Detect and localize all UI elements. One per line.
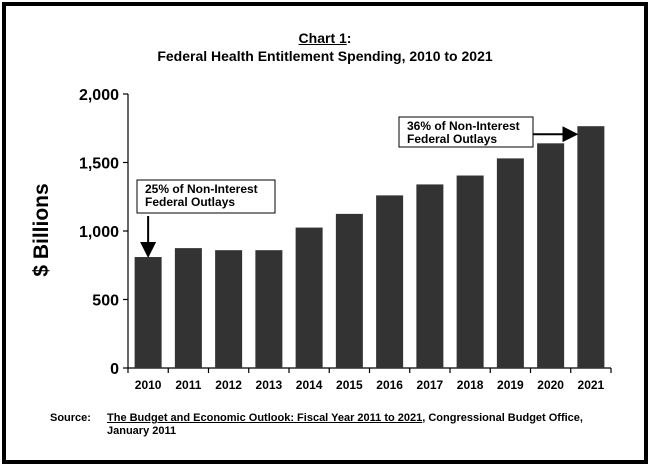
x-tick-label: 2016 — [376, 378, 403, 392]
bar — [134, 257, 162, 368]
x-tick-label: 2017 — [417, 378, 444, 392]
x-tick-label: 2018 — [457, 378, 484, 392]
bar — [577, 126, 605, 368]
annotation-2021-box — [398, 116, 534, 148]
chart-title-prefix: Chart 1 — [298, 30, 347, 46]
y-tick-label: 0 — [110, 361, 119, 378]
bar — [537, 143, 565, 368]
chart-subtitle: Federal Health Entitlement Spending, 201… — [157, 48, 493, 64]
source-text: The Budget and Economic Outlook: Fiscal … — [107, 412, 607, 438]
bar — [376, 195, 404, 368]
bar — [335, 213, 363, 368]
annotation-2021-label: 36% of Non-Interest — [407, 119, 520, 133]
annotation-2010-label: 25% of Non-Interest — [145, 182, 258, 196]
source-label: Source: — [50, 412, 91, 424]
bar — [456, 175, 484, 368]
bar — [174, 248, 202, 368]
y-tick-label: 2,000 — [79, 87, 119, 104]
x-tick-label: 2010 — [135, 378, 162, 392]
chart-title: Chart 1: — [0, 30, 650, 46]
annotation-2021-label: Federal Outlays — [407, 132, 497, 146]
source-publisher: , Congressional Budget Office, — [422, 412, 583, 424]
x-tick-label: 2019 — [497, 378, 524, 392]
bar — [255, 250, 283, 368]
bar — [295, 227, 323, 368]
bar — [215, 250, 243, 368]
x-tick-label: 2011 — [175, 378, 201, 392]
y-tick-label: 1,000 — [79, 224, 119, 241]
annotation-2010-box — [136, 179, 276, 214]
x-tick-label: 2015 — [336, 378, 363, 392]
annotation-2010-label: Federal Outlays — [145, 195, 235, 209]
source-date: January 2011 — [107, 425, 177, 437]
source-book-title: The Budget and Economic Outlook: Fiscal … — [107, 412, 423, 424]
x-tick-label: 2013 — [256, 378, 283, 392]
x-tick-label: 2020 — [537, 378, 564, 392]
x-tick-label: 2021 — [578, 378, 605, 392]
y-tick-label: 500 — [92, 293, 119, 310]
bar — [496, 158, 524, 368]
x-tick-label: 2014 — [296, 378, 323, 392]
x-tick-label: 2012 — [215, 378, 242, 392]
y-tick-label: 1,500 — [79, 156, 119, 173]
chart-title-colon: : — [346, 30, 352, 46]
bar — [416, 184, 444, 368]
